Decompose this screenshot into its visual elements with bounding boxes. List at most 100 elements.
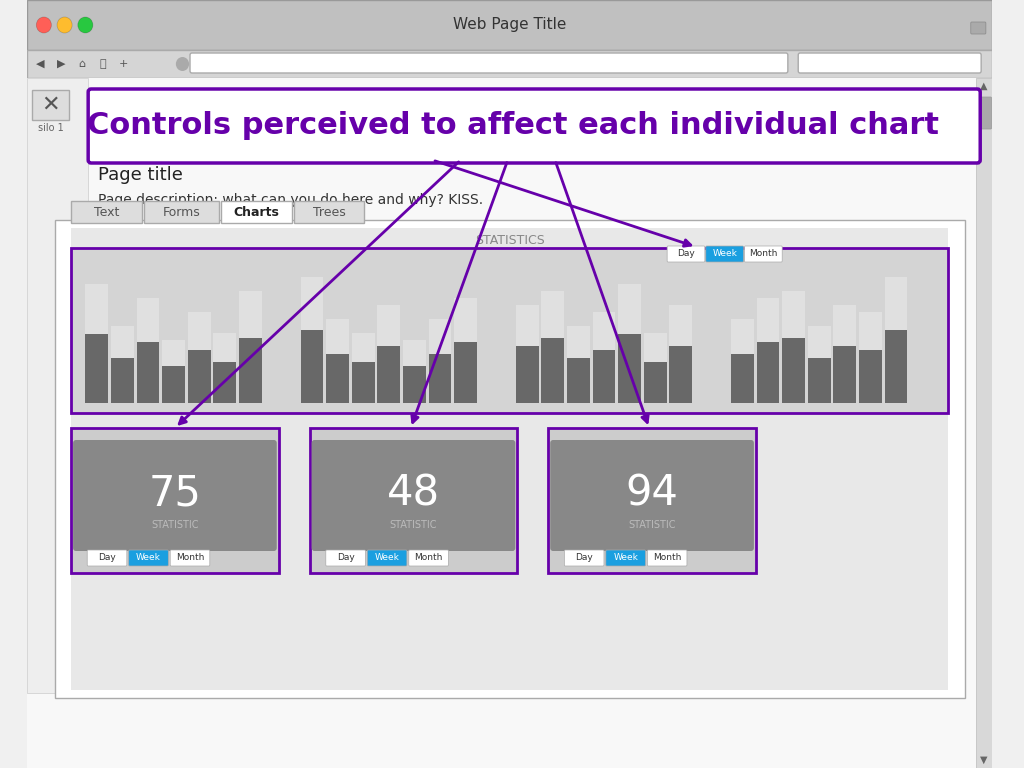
Text: Controls perceived to affect each individual chart: Controls perceived to affect each indivi… xyxy=(86,111,939,141)
Bar xyxy=(162,340,185,366)
Text: ▼: ▼ xyxy=(980,755,988,765)
FancyBboxPatch shape xyxy=(27,50,992,78)
Text: ⬜: ⬜ xyxy=(99,59,105,69)
Text: STATISTIC: STATISTIC xyxy=(152,520,199,530)
Text: Day: Day xyxy=(337,554,354,562)
FancyBboxPatch shape xyxy=(310,428,517,573)
Text: ✕: ✕ xyxy=(41,95,59,115)
FancyBboxPatch shape xyxy=(190,53,787,73)
Bar xyxy=(542,338,564,403)
FancyBboxPatch shape xyxy=(72,201,142,223)
Bar xyxy=(618,334,641,403)
Bar xyxy=(834,305,856,346)
Bar xyxy=(239,338,262,403)
Bar xyxy=(859,350,882,403)
Bar xyxy=(644,362,667,403)
Text: Month: Month xyxy=(176,554,204,562)
Bar xyxy=(455,298,477,342)
FancyBboxPatch shape xyxy=(977,78,992,768)
FancyBboxPatch shape xyxy=(368,550,407,566)
FancyBboxPatch shape xyxy=(409,550,449,566)
Bar xyxy=(859,312,882,350)
FancyBboxPatch shape xyxy=(143,201,219,223)
FancyBboxPatch shape xyxy=(548,428,756,573)
Bar xyxy=(429,354,452,403)
Bar xyxy=(567,326,590,359)
Text: Day: Day xyxy=(98,554,116,562)
Bar xyxy=(757,298,779,342)
Bar xyxy=(593,312,615,350)
Bar xyxy=(516,346,539,403)
Text: ▶: ▶ xyxy=(56,59,66,69)
Bar xyxy=(352,362,375,403)
Text: Web Page Title: Web Page Title xyxy=(453,18,566,32)
Bar xyxy=(731,354,754,403)
Text: Week: Week xyxy=(613,554,638,562)
FancyBboxPatch shape xyxy=(971,22,986,34)
FancyBboxPatch shape xyxy=(129,550,168,566)
Bar xyxy=(187,350,211,403)
Text: ▲: ▲ xyxy=(980,81,988,91)
FancyBboxPatch shape xyxy=(706,246,743,262)
Text: silo 1: silo 1 xyxy=(38,123,63,133)
Text: Page description: what can you do here and why? KISS.: Page description: what can you do here a… xyxy=(97,193,482,207)
Bar xyxy=(782,291,805,338)
Text: Charts: Charts xyxy=(233,206,280,219)
FancyBboxPatch shape xyxy=(72,228,948,690)
Circle shape xyxy=(36,17,51,33)
FancyBboxPatch shape xyxy=(27,0,992,50)
FancyBboxPatch shape xyxy=(27,78,88,693)
Bar xyxy=(403,366,426,403)
FancyBboxPatch shape xyxy=(799,53,981,73)
Bar xyxy=(757,342,779,403)
FancyBboxPatch shape xyxy=(668,246,705,262)
Bar xyxy=(378,305,400,346)
Bar xyxy=(111,359,134,403)
Bar xyxy=(670,346,692,403)
Bar xyxy=(85,334,109,403)
Bar xyxy=(111,326,134,359)
Bar xyxy=(327,354,349,403)
Bar xyxy=(136,342,160,403)
FancyBboxPatch shape xyxy=(647,550,687,566)
Text: Page title: Page title xyxy=(97,166,182,184)
Bar xyxy=(136,298,160,342)
Text: 94: 94 xyxy=(626,472,679,514)
Text: Day: Day xyxy=(677,250,695,259)
Bar xyxy=(327,319,349,354)
Text: STATISTICS: STATISTICS xyxy=(475,233,545,247)
Bar xyxy=(593,350,615,403)
Text: Trees: Trees xyxy=(312,206,345,219)
Bar xyxy=(378,346,400,403)
Bar xyxy=(670,305,692,346)
Bar xyxy=(213,362,237,403)
FancyBboxPatch shape xyxy=(27,78,992,768)
Text: ◀: ◀ xyxy=(36,59,44,69)
Text: Month: Month xyxy=(750,250,777,259)
Text: Day: Day xyxy=(575,554,593,562)
FancyBboxPatch shape xyxy=(977,97,991,129)
FancyBboxPatch shape xyxy=(32,90,70,120)
Text: Week: Week xyxy=(136,554,161,562)
Text: 48: 48 xyxy=(387,472,440,514)
Bar xyxy=(301,277,324,330)
Bar xyxy=(516,305,539,346)
Bar xyxy=(542,291,564,338)
FancyBboxPatch shape xyxy=(73,440,276,551)
Bar xyxy=(644,333,667,362)
Bar xyxy=(187,312,211,350)
FancyBboxPatch shape xyxy=(294,201,365,223)
Bar xyxy=(834,346,856,403)
FancyBboxPatch shape xyxy=(170,550,210,566)
Text: ⌂: ⌂ xyxy=(78,59,85,69)
Bar xyxy=(85,284,109,334)
FancyBboxPatch shape xyxy=(55,220,966,698)
Bar xyxy=(429,319,452,354)
Text: Google: Google xyxy=(810,57,854,69)
Text: Week: Week xyxy=(713,250,737,259)
Text: Week: Week xyxy=(375,554,399,562)
Bar xyxy=(301,330,324,403)
FancyBboxPatch shape xyxy=(311,440,515,551)
Text: http://domain.com: http://domain.com xyxy=(197,57,312,69)
Bar xyxy=(352,333,375,362)
